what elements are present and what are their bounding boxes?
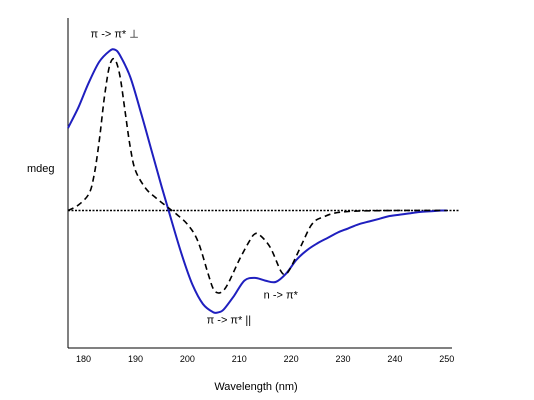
x-tick-label: 240 bbox=[387, 354, 402, 364]
x-tick-label: 210 bbox=[232, 354, 247, 364]
y-axis-label: mdeg bbox=[27, 163, 55, 175]
series-layer bbox=[68, 49, 447, 313]
x-tick-label: 180 bbox=[76, 354, 91, 364]
x-tick-label: 230 bbox=[336, 354, 351, 364]
annotation-label: π -> π* ⊥ bbox=[91, 28, 139, 40]
x-tick-label: 200 bbox=[180, 354, 195, 364]
annotation-label: n -> π* bbox=[264, 290, 299, 302]
x-tick-label: 220 bbox=[284, 354, 299, 364]
x-tick-label: 190 bbox=[128, 354, 143, 364]
x-axis-label: Wavelength (nm) bbox=[214, 381, 297, 393]
x-tick-label: 250 bbox=[439, 354, 454, 364]
x-tick-labels: 180 190 200 210 220 230 240 250 bbox=[76, 354, 454, 364]
annotation-label: π -> π* || bbox=[207, 314, 251, 326]
series-line-solid bbox=[68, 49, 447, 313]
series-line-dashed bbox=[68, 59, 447, 293]
